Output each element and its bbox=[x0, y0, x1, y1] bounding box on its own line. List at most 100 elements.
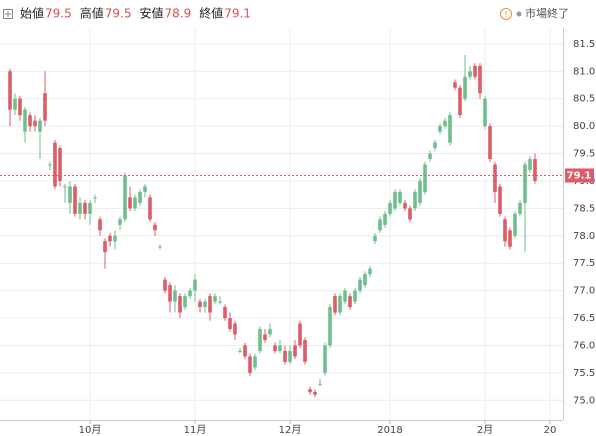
candle-body bbox=[363, 274, 367, 286]
y-tick-label: 80.0 bbox=[573, 121, 595, 132]
candle-body bbox=[208, 296, 212, 313]
y-tick-label: 80.5 bbox=[573, 94, 595, 105]
candle-body bbox=[308, 389, 312, 393]
candle-body bbox=[478, 65, 482, 94]
candle-body bbox=[398, 191, 402, 203]
icon-box bbox=[3, 9, 13, 19]
candle-body bbox=[313, 392, 317, 395]
candle-body bbox=[173, 290, 177, 302]
header-value: 79.5 bbox=[105, 7, 132, 21]
x-tick-label: 10月 bbox=[79, 424, 102, 436]
candle-body bbox=[498, 186, 502, 214]
y-tick-label: 77.0 bbox=[573, 286, 595, 297]
candle-body bbox=[63, 186, 67, 188]
candle-body bbox=[483, 98, 487, 127]
candle-body bbox=[403, 202, 407, 209]
header-label: 高値 bbox=[80, 6, 104, 21]
candle-body bbox=[78, 202, 82, 214]
x-tick-label: 11月 bbox=[184, 424, 207, 436]
candle-body bbox=[368, 268, 372, 275]
candle-body bbox=[133, 197, 137, 209]
y-tick-label: 75.5 bbox=[573, 368, 595, 379]
candle-body bbox=[8, 71, 12, 110]
candle-body bbox=[213, 296, 217, 302]
last-price-label: 79.1 bbox=[567, 170, 592, 181]
candle-body bbox=[163, 279, 167, 291]
candle-body bbox=[263, 334, 267, 340]
candle-body bbox=[168, 285, 172, 302]
candle-body bbox=[188, 290, 192, 297]
header-value: 78.9 bbox=[164, 7, 191, 21]
candle-body bbox=[238, 350, 242, 352]
candle-body bbox=[438, 126, 442, 132]
candle-body bbox=[153, 224, 157, 231]
candle-body bbox=[433, 142, 437, 149]
candle-body bbox=[343, 290, 347, 302]
candle-body bbox=[513, 213, 517, 236]
candle-body bbox=[323, 345, 327, 373]
candle-body bbox=[268, 328, 272, 335]
candle-body bbox=[428, 153, 432, 160]
candle-body bbox=[463, 76, 467, 99]
candle-body bbox=[183, 296, 187, 308]
candle-body bbox=[373, 235, 377, 242]
x-tick-label: 20 bbox=[544, 425, 557, 436]
candle-body bbox=[83, 202, 87, 214]
candle-body bbox=[233, 323, 237, 335]
y-tick-label: 75.0 bbox=[573, 395, 595, 406]
header-label: 始値 bbox=[20, 6, 44, 21]
y-tick-label: 79.5 bbox=[573, 149, 595, 160]
candle-body bbox=[453, 82, 457, 88]
candle-body bbox=[53, 142, 57, 187]
candle-body bbox=[353, 290, 357, 302]
candle-body bbox=[443, 120, 447, 127]
candle-body bbox=[348, 296, 352, 308]
candle-body bbox=[198, 301, 202, 308]
candle-body bbox=[258, 328, 262, 351]
collapse-icon[interactable] bbox=[3, 9, 13, 19]
candle-body bbox=[128, 197, 132, 209]
status-text: 市場終了 bbox=[525, 6, 569, 20]
candle-body bbox=[293, 345, 297, 357]
x-tick-label: 2018 bbox=[377, 425, 402, 436]
candle-body bbox=[28, 115, 32, 127]
candle-body bbox=[473, 65, 477, 77]
candle-body bbox=[273, 345, 277, 351]
candle-body bbox=[248, 356, 252, 373]
candle-body bbox=[383, 213, 387, 225]
candle-body bbox=[223, 307, 227, 319]
candle-body bbox=[318, 383, 322, 385]
candle-body bbox=[23, 109, 27, 132]
candle-body bbox=[518, 202, 522, 214]
candle-body bbox=[43, 93, 47, 121]
candle-body bbox=[528, 159, 532, 170]
candle-body bbox=[178, 296, 182, 313]
candle-body bbox=[118, 219, 122, 225]
candle-body bbox=[113, 235, 117, 242]
candle-body bbox=[138, 191, 142, 203]
candle-body bbox=[533, 159, 537, 181]
candle-body bbox=[288, 350, 292, 362]
candle-body bbox=[123, 175, 127, 220]
candle-body bbox=[73, 186, 77, 214]
y-tick-label: 77.5 bbox=[573, 258, 595, 269]
y-tick-label: 76.0 bbox=[573, 340, 595, 351]
candle-body bbox=[338, 296, 342, 313]
candle-body bbox=[253, 356, 257, 368]
candle-body bbox=[488, 126, 492, 160]
candle-body bbox=[378, 219, 382, 231]
header-value: 79.1 bbox=[224, 7, 251, 21]
candle-body bbox=[193, 279, 197, 291]
candle-body bbox=[68, 186, 72, 203]
y-tick-label: 78.5 bbox=[573, 203, 595, 214]
candle-body bbox=[298, 323, 302, 346]
header-value: 79.5 bbox=[45, 7, 72, 21]
candle-body bbox=[358, 279, 362, 291]
candle-body bbox=[58, 148, 62, 181]
candle-body bbox=[508, 230, 512, 247]
candle-body bbox=[423, 164, 427, 192]
status-icon-mark: ! bbox=[504, 10, 507, 19]
header-label: 終値 bbox=[199, 6, 223, 21]
